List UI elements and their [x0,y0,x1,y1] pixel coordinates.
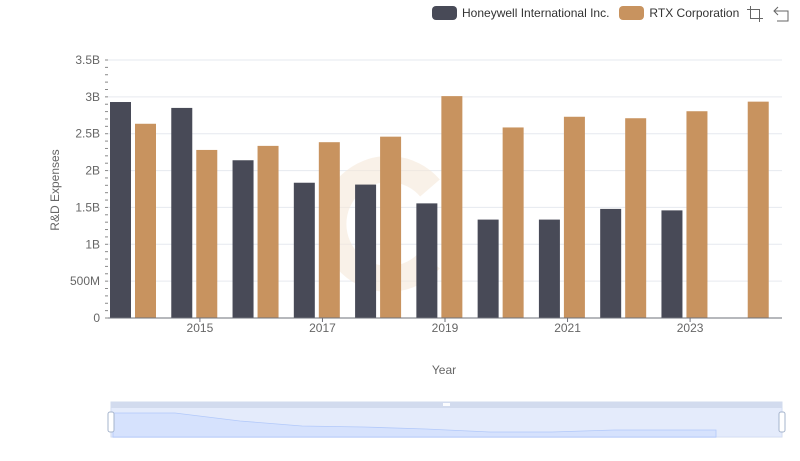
bar-0-2019[interactable] [416,203,438,318]
x-axis: 2015 2017 2019 2021 2023 [108,317,782,335]
bar-0-2020[interactable] [477,219,499,318]
bar-1-2016[interactable] [257,145,279,318]
x-tick-label: 2019 [432,321,459,335]
x-tick-label: 2015 [187,321,214,335]
data-zoom-slider[interactable] [107,401,786,438]
bar-1-2018[interactable] [380,136,402,318]
bar-0-2021[interactable] [538,219,560,318]
data-zoom-left-handle[interactable] [107,411,115,433]
y-tick-label: 2.5B [75,127,100,141]
y-tick-label: 1.5B [75,200,100,214]
bar-0-2016[interactable] [232,160,254,318]
legend: Honeywell International Inc. RTX Corporat… [432,4,739,22]
y-tick-label: 1B [85,237,100,251]
zoom-icon[interactable] [747,6,763,22]
bar-0-2015[interactable] [171,107,193,319]
y-axis: 0 500M 1B 1.5B 2B 2.5B 3B 3.5B [70,53,108,325]
y-tick-label: 3B [85,90,100,104]
x-tick-label: 2017 [309,321,336,335]
bar-1-2023[interactable] [686,111,708,318]
bar-1-2020[interactable] [502,127,524,318]
restore-icon[interactable] [773,6,789,22]
y-tick-label: 2B [85,164,100,178]
bar-1-2017[interactable] [318,142,340,318]
bar-1-2022[interactable] [625,118,647,318]
bar-0-2017[interactable] [293,182,315,318]
bar-1-2015[interactable] [196,149,218,318]
toolbox [747,6,789,22]
legend-swatch [619,6,645,20]
legend-item-0[interactable]: Honeywell International Inc. [432,6,609,20]
bar-1-2019[interactable] [441,96,463,319]
bar-1-2021[interactable] [563,116,585,318]
x-axis-title: Year [432,363,456,377]
legend-swatch [432,6,457,20]
data-zoom-selection[interactable] [111,408,782,437]
y-tick-label: 500M [70,274,100,288]
legend-label: RTX Corporation [649,6,740,20]
bar-0-2023[interactable] [661,210,683,318]
data-zoom-move-handle[interactable] [443,403,450,406]
bar-1-2024[interactable] [747,101,769,318]
y-axis-title: R&D Expenses [48,149,62,230]
bars [110,96,769,319]
y-tick-label: 3.5B [75,53,100,67]
data-zoom-right-handle[interactable] [778,411,786,433]
legend-label: Honeywell International Inc. [462,6,610,20]
bar-0-2014[interactable] [110,102,131,318]
bar-0-2018[interactable] [355,184,377,318]
bar-1-2014[interactable] [135,123,156,319]
legend-item-1[interactable]: RTX Corporation [619,6,739,20]
y-tick-label: 0 [93,311,100,325]
bar-0-2022[interactable] [600,208,622,318]
x-tick-label: 2021 [554,321,581,335]
x-tick-label: 2023 [677,321,704,335]
